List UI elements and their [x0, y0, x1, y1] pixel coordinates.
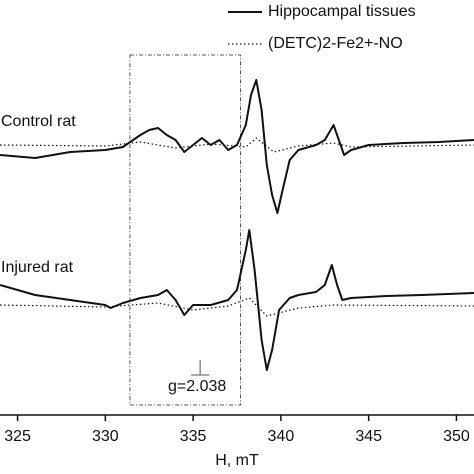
group-label: Control rat [1, 113, 76, 130]
x-tick-label: 350 [443, 428, 470, 445]
x-tick-label: 325 [4, 428, 31, 445]
x-tick-label: 335 [180, 428, 207, 445]
spectrum-line [0, 79, 474, 214]
region-box [129, 54, 242, 406]
legend-label: Hippocampal tissues [268, 3, 416, 20]
spectrum-line [0, 229, 474, 371]
x-tick-label: 345 [355, 428, 382, 445]
annotation: g=2.038 [168, 378, 226, 395]
x-axis-title: H, mT [215, 452, 259, 469]
spectrum-line [0, 297, 474, 317]
x-tick-label: 330 [92, 428, 119, 445]
legend-label: (DETC)2-Fe2+-NO [268, 35, 403, 52]
x-tick-label: 340 [268, 428, 295, 445]
group-label: Injured rat [1, 259, 74, 276]
